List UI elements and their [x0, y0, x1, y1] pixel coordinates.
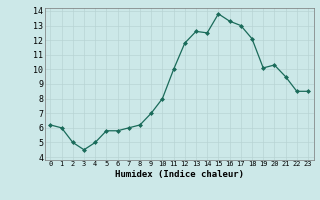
X-axis label: Humidex (Indice chaleur): Humidex (Indice chaleur) [115, 170, 244, 179]
